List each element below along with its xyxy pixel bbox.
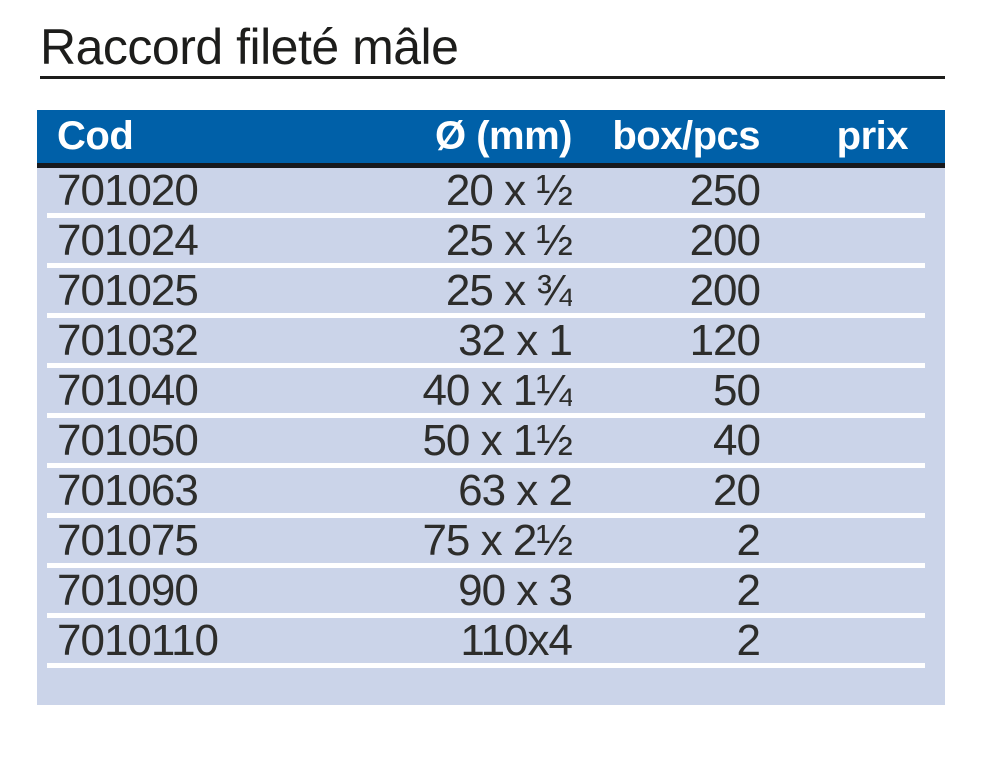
cell-diameter: 110x4 <box>460 618 572 665</box>
cell-box-pcs: 200 <box>689 218 760 265</box>
table-row: 701090 90 x 3 2 <box>37 568 945 618</box>
cell-cod: 7010110 <box>57 618 219 665</box>
title-rule <box>40 76 945 79</box>
cell-diameter: 32 x 1 <box>458 318 572 365</box>
table-header-row: Cod Ø (mm) box/pcs prix <box>37 110 945 168</box>
cell-box-pcs: 120 <box>689 318 760 365</box>
cell-prix <box>760 518 908 568</box>
product-table: Cod Ø (mm) box/pcs prix 701020 20 x ½ 25… <box>37 110 945 705</box>
cell-prix <box>760 168 908 218</box>
table-row: 701040 40 x 1¼ 50 <box>37 368 945 418</box>
cell-diameter: 63 x 2 <box>458 468 572 515</box>
cell-diameter: 20 x ½ <box>445 168 572 215</box>
cell-box-pcs: 250 <box>689 168 760 215</box>
cell-box-pcs: 50 <box>713 368 760 415</box>
cell-prix <box>760 368 908 418</box>
cell-diameter: 25 x ½ <box>445 218 572 265</box>
cell-box-pcs: 20 <box>713 468 760 515</box>
cell-diameter: 75 x 2½ <box>422 518 572 565</box>
table-row: 701050 50 x 1½ 40 <box>37 418 945 468</box>
cell-diameter: 25 x ¾ <box>445 268 572 315</box>
cell-cod: 701075 <box>57 518 199 565</box>
cell-cod: 701024 <box>57 218 199 265</box>
cell-diameter: 50 x 1½ <box>422 418 572 465</box>
page-title: Raccord fileté mâle <box>40 19 459 75</box>
column-header-cod: Cod <box>57 114 134 158</box>
table-row: 701032 32 x 1 120 <box>37 318 945 368</box>
cell-prix <box>760 268 908 318</box>
cell-prix <box>760 418 908 468</box>
cell-prix <box>760 568 908 618</box>
table-row: 701024 25 x ½ 200 <box>37 218 945 268</box>
cell-diameter: 40 x 1¼ <box>422 368 572 415</box>
cell-cod: 701050 <box>57 418 199 465</box>
cell-box-pcs: 2 <box>736 618 760 665</box>
column-header-diameter: Ø (mm) <box>435 114 572 158</box>
cell-cod: 701025 <box>57 268 199 315</box>
table-row: 701020 20 x ½ 250 <box>37 168 945 218</box>
cell-prix <box>760 218 908 268</box>
cell-cod: 701032 <box>57 318 199 365</box>
table-row: 701063 63 x 2 20 <box>37 468 945 518</box>
table-row: 7010110 110x4 2 <box>37 618 945 668</box>
cell-cod: 701090 <box>57 568 199 615</box>
cell-box-pcs: 2 <box>736 518 760 565</box>
cell-prix <box>760 618 908 668</box>
table-row: 701075 75 x 2½ 2 <box>37 518 945 568</box>
table-body: 701020 20 x ½ 250 701024 25 x ½ 200 7010… <box>37 168 945 705</box>
table-row: 701025 25 x ¾ 200 <box>37 268 945 318</box>
cell-box-pcs: 40 <box>713 418 760 465</box>
cell-box-pcs: 200 <box>689 268 760 315</box>
cell-box-pcs: 2 <box>736 568 760 615</box>
cell-cod: 701063 <box>57 468 199 515</box>
cell-cod: 701020 <box>57 168 199 215</box>
column-header-box-pcs: box/pcs <box>612 114 760 158</box>
cell-diameter: 90 x 3 <box>458 568 572 615</box>
cell-prix <box>760 468 908 518</box>
cell-cod: 701040 <box>57 368 199 415</box>
column-header-prix: prix <box>836 114 908 158</box>
cell-prix <box>760 318 908 368</box>
